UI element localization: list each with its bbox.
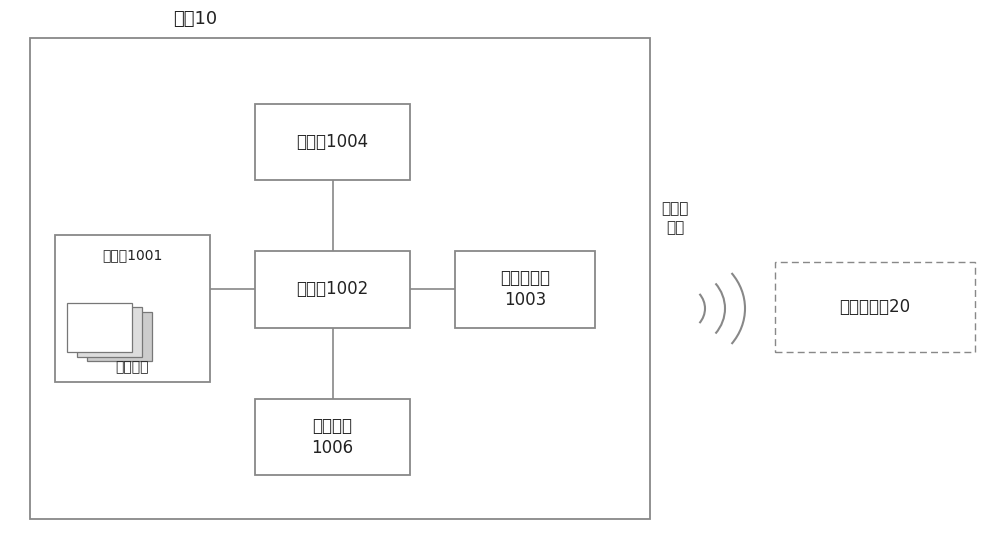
Bar (255, 104, 410, 180)
Text: 待遥控设备20: 待遥控设备20 (839, 298, 911, 316)
Bar (255, 251, 410, 328)
Text: 红外线
信号: 红外线 信号 (661, 201, 689, 235)
Bar (455, 251, 595, 328)
Text: 红外发射器
1003: 红外发射器 1003 (500, 269, 550, 310)
Text: 感应器1004: 感应器1004 (296, 133, 369, 151)
Bar (775, 262, 975, 352)
Bar (30, 38, 650, 519)
Bar (87, 312, 152, 361)
Bar (67, 303, 132, 352)
Text: 终端10: 终端10 (173, 10, 217, 28)
Text: 旋转装置
1006: 旋转装置 1006 (311, 417, 354, 457)
Text: 处理器1002: 处理器1002 (296, 281, 369, 298)
Text: 红外码库: 红外码库 (116, 360, 149, 374)
Bar (255, 399, 410, 475)
Bar (55, 235, 210, 382)
Bar (77, 307, 142, 357)
Text: 存储器1001: 存储器1001 (102, 248, 163, 263)
